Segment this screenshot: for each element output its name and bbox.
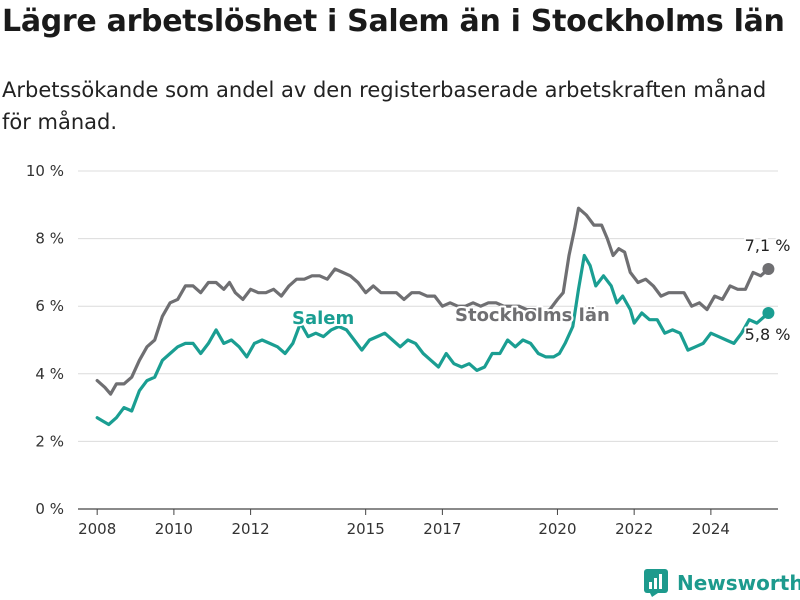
series-line-salem [95,253,770,427]
end-value-stockholm: 7,1 % [745,236,791,255]
series-name-stockholm: Stockholms län [455,305,610,326]
chart-subtitle: Arbetssökande som andel av den registerb… [2,78,767,134]
gridlines [78,170,778,510]
x-tick-label: 2022 [615,520,653,538]
brand-name: Newsworthy [677,571,800,595]
chart-title: Lägre arbetslöshet i Salem än i Stockhol… [2,4,785,39]
newsworthy-logo-icon [644,569,668,597]
x-tick-label: 2008 [78,520,116,538]
series-name-salem: Salem [292,308,354,329]
x-tick-label: 2017 [423,520,461,538]
x-tick-label: 2010 [155,520,193,538]
axes: 0 % 2 % 4 % 6 % 8 % 10 % 2008 2010 2012 2015 2017 2… [26,162,730,538]
y-tick-label: 0 % [35,500,64,518]
series-labels: Stockholms län Salem 7,1 % 5,8 % [290,234,792,346]
series-end-marker-salem [762,306,775,319]
x-tick-label: 2012 [232,520,270,538]
series-line-stockholm [95,206,770,396]
series-end-marker-stockholm [762,263,775,276]
y-tick-label: 6 % [35,297,64,315]
x-tick-label: 2024 [692,520,730,538]
y-tick-label: 4 % [35,365,64,383]
y-tick-label: 8 % [35,230,64,248]
end-value-salem: 5,8 % [745,325,791,344]
y-tick-label: 10 % [26,162,64,180]
brand-logo: Newsworthy [644,569,800,597]
series [95,206,775,427]
x-tick-label: 2020 [538,520,576,538]
y-tick-label: 2 % [35,432,64,450]
x-tick-label: 2015 [347,520,385,538]
